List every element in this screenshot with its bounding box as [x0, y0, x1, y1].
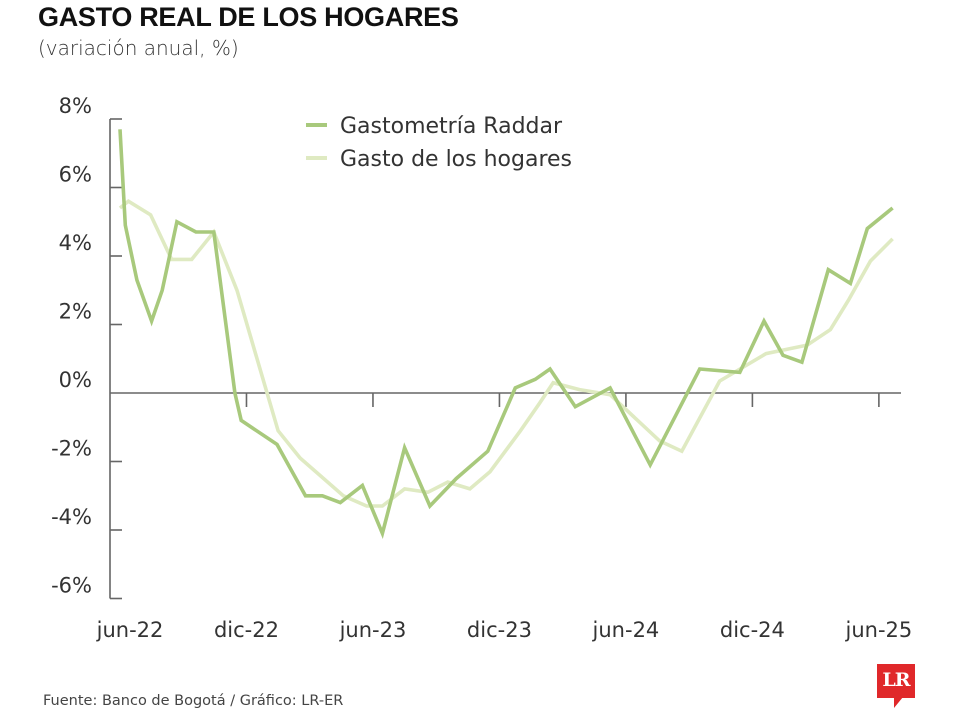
series-line-gasto-hogares [118, 198, 894, 508]
x-tick-label: dic-22 [214, 618, 279, 642]
x-axis: jun-22 dic-22 jun-23 dic-23 jun-24 dic-24 jun-… [96, 392, 912, 642]
y-tick-label: 8% [59, 94, 92, 118]
y-tick-label: 0% [59, 368, 92, 392]
y-tick-label: 6% [59, 163, 92, 187]
y-tick-label: 4% [59, 231, 92, 255]
x-tick-label: jun-23 [339, 618, 407, 642]
chart-title: GASTO REAL DE LOS HOGARES [38, 2, 459, 32]
legend-label: Gasto de los hogares [340, 147, 572, 172]
x-tick-label: jun-22 [96, 618, 164, 642]
chart-subtitle: (variación anual, %) [38, 36, 239, 60]
source-note: Fuente: Banco de Bogotá / Gráfico: LR-ER [43, 693, 344, 709]
y-tick-label: -2% [51, 437, 92, 461]
lr-logo-text: LR [882, 669, 910, 691]
x-tick-label: dic-23 [467, 618, 532, 642]
legend: Gastometría Raddar Gasto de los hogares [306, 114, 572, 172]
legend-label: Gastometría Raddar [340, 114, 563, 139]
series-layer [118, 129, 894, 540]
y-tick-label: -4% [51, 505, 92, 529]
y-axis: 8% 6% 4% 2% 0% -2% -4% -6% [51, 94, 122, 600]
x-tick-label: dic-24 [720, 618, 785, 642]
lr-logo: LR [877, 664, 915, 708]
y-tick-label: 2% [59, 300, 92, 324]
x-tick-label: jun-24 [592, 618, 660, 642]
series-line-gastometria-raddar [118, 129, 894, 540]
x-tick-label: jun-25 [844, 618, 912, 642]
y-tick-label: -6% [51, 574, 92, 598]
line-chart: 8% 6% 4% 2% 0% -2% -4% -6% jun-22 dic-22 jun-23 di… [51, 94, 912, 642]
